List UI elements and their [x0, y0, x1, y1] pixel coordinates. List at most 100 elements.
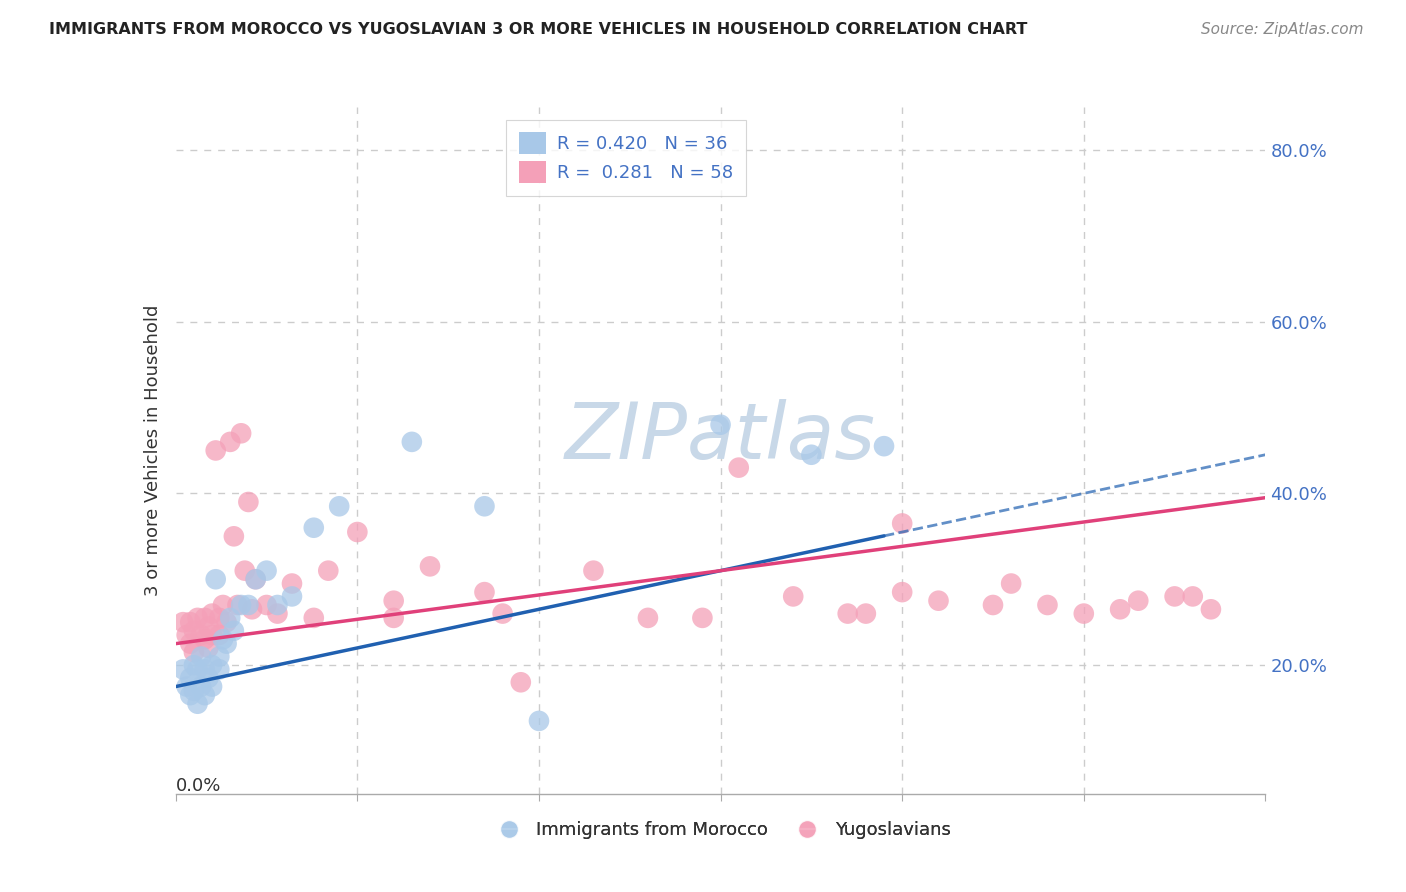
Point: [302, 611, 325, 625]
Point: [302, 521, 325, 535]
Point: [176, 680, 198, 694]
Point: [1163, 590, 1185, 604]
Point: [692, 611, 714, 625]
Point: [219, 611, 242, 625]
Point: [231, 426, 253, 441]
Point: [837, 607, 859, 621]
Point: [194, 688, 217, 702]
Point: [186, 697, 209, 711]
Point: [194, 632, 217, 647]
Point: [179, 688, 201, 702]
Point: [256, 564, 278, 578]
Point: [800, 448, 823, 462]
Point: [240, 602, 263, 616]
Point: [208, 628, 231, 642]
Point: [245, 572, 267, 586]
Point: [201, 607, 224, 621]
Point: [419, 559, 441, 574]
Point: [401, 434, 423, 449]
Point: [256, 598, 278, 612]
Point: [197, 640, 219, 655]
Point: [190, 680, 212, 694]
Point: [492, 607, 515, 621]
Point: [266, 607, 288, 621]
Point: [382, 611, 405, 625]
Point: [1073, 607, 1095, 621]
Point: [219, 434, 242, 449]
Point: [1000, 576, 1022, 591]
Point: [197, 619, 219, 633]
Point: [208, 649, 231, 664]
Point: [891, 585, 914, 599]
Point: [1036, 598, 1059, 612]
Point: [1199, 602, 1222, 616]
Point: [172, 662, 194, 676]
Point: [212, 598, 235, 612]
Point: [186, 662, 209, 676]
Point: [183, 683, 205, 698]
Point: [179, 615, 201, 630]
Text: Source: ZipAtlas.com: Source: ZipAtlas.com: [1201, 22, 1364, 37]
Point: [637, 611, 659, 625]
Point: [855, 607, 877, 621]
Point: [215, 637, 238, 651]
Point: [928, 593, 950, 607]
Point: [208, 611, 231, 625]
Point: [891, 516, 914, 531]
Point: [201, 658, 224, 673]
Point: [186, 611, 209, 625]
Point: [194, 611, 217, 625]
Point: [204, 443, 226, 458]
Point: [204, 572, 226, 586]
Point: [179, 637, 201, 651]
Point: [782, 590, 804, 604]
Point: [222, 624, 245, 638]
Point: [509, 675, 531, 690]
Point: [190, 649, 212, 664]
Text: IMMIGRANTS FROM MOROCCO VS YUGOSLAVIAN 3 OR MORE VEHICLES IN HOUSEHOLD CORRELATI: IMMIGRANTS FROM MOROCCO VS YUGOSLAVIAN 3…: [49, 22, 1028, 37]
Point: [179, 671, 201, 685]
Point: [222, 529, 245, 543]
Point: [176, 628, 198, 642]
Text: ZIPatlas: ZIPatlas: [565, 399, 876, 475]
Point: [208, 662, 231, 676]
Point: [233, 564, 256, 578]
Point: [238, 598, 260, 612]
Point: [215, 615, 238, 630]
Point: [238, 495, 260, 509]
Point: [382, 593, 405, 607]
Point: [281, 590, 304, 604]
Point: [245, 572, 267, 586]
Point: [183, 658, 205, 673]
Point: [710, 417, 733, 432]
Point: [318, 564, 340, 578]
Point: [183, 645, 205, 659]
Point: [183, 624, 205, 638]
Point: [727, 460, 749, 475]
Point: [1128, 593, 1150, 607]
Text: 0.0%: 0.0%: [176, 777, 221, 795]
Point: [231, 598, 253, 612]
Point: [582, 564, 605, 578]
Point: [201, 628, 224, 642]
Point: [1109, 602, 1132, 616]
Point: [190, 628, 212, 642]
Point: [1181, 590, 1204, 604]
Point: [266, 598, 288, 612]
Point: [197, 671, 219, 685]
Point: [172, 615, 194, 630]
Point: [346, 524, 368, 539]
Point: [201, 680, 224, 694]
Point: [474, 585, 496, 599]
Point: [474, 500, 496, 514]
Point: [281, 576, 304, 591]
Point: [194, 662, 217, 676]
Legend: Immigrants from Morocco, Yugoslavians: Immigrants from Morocco, Yugoslavians: [484, 814, 957, 847]
Y-axis label: 3 or more Vehicles in Household: 3 or more Vehicles in Household: [143, 305, 162, 596]
Point: [212, 632, 235, 647]
Point: [328, 500, 350, 514]
Point: [226, 598, 249, 612]
Point: [981, 598, 1004, 612]
Point: [873, 439, 896, 453]
Point: [527, 714, 550, 728]
